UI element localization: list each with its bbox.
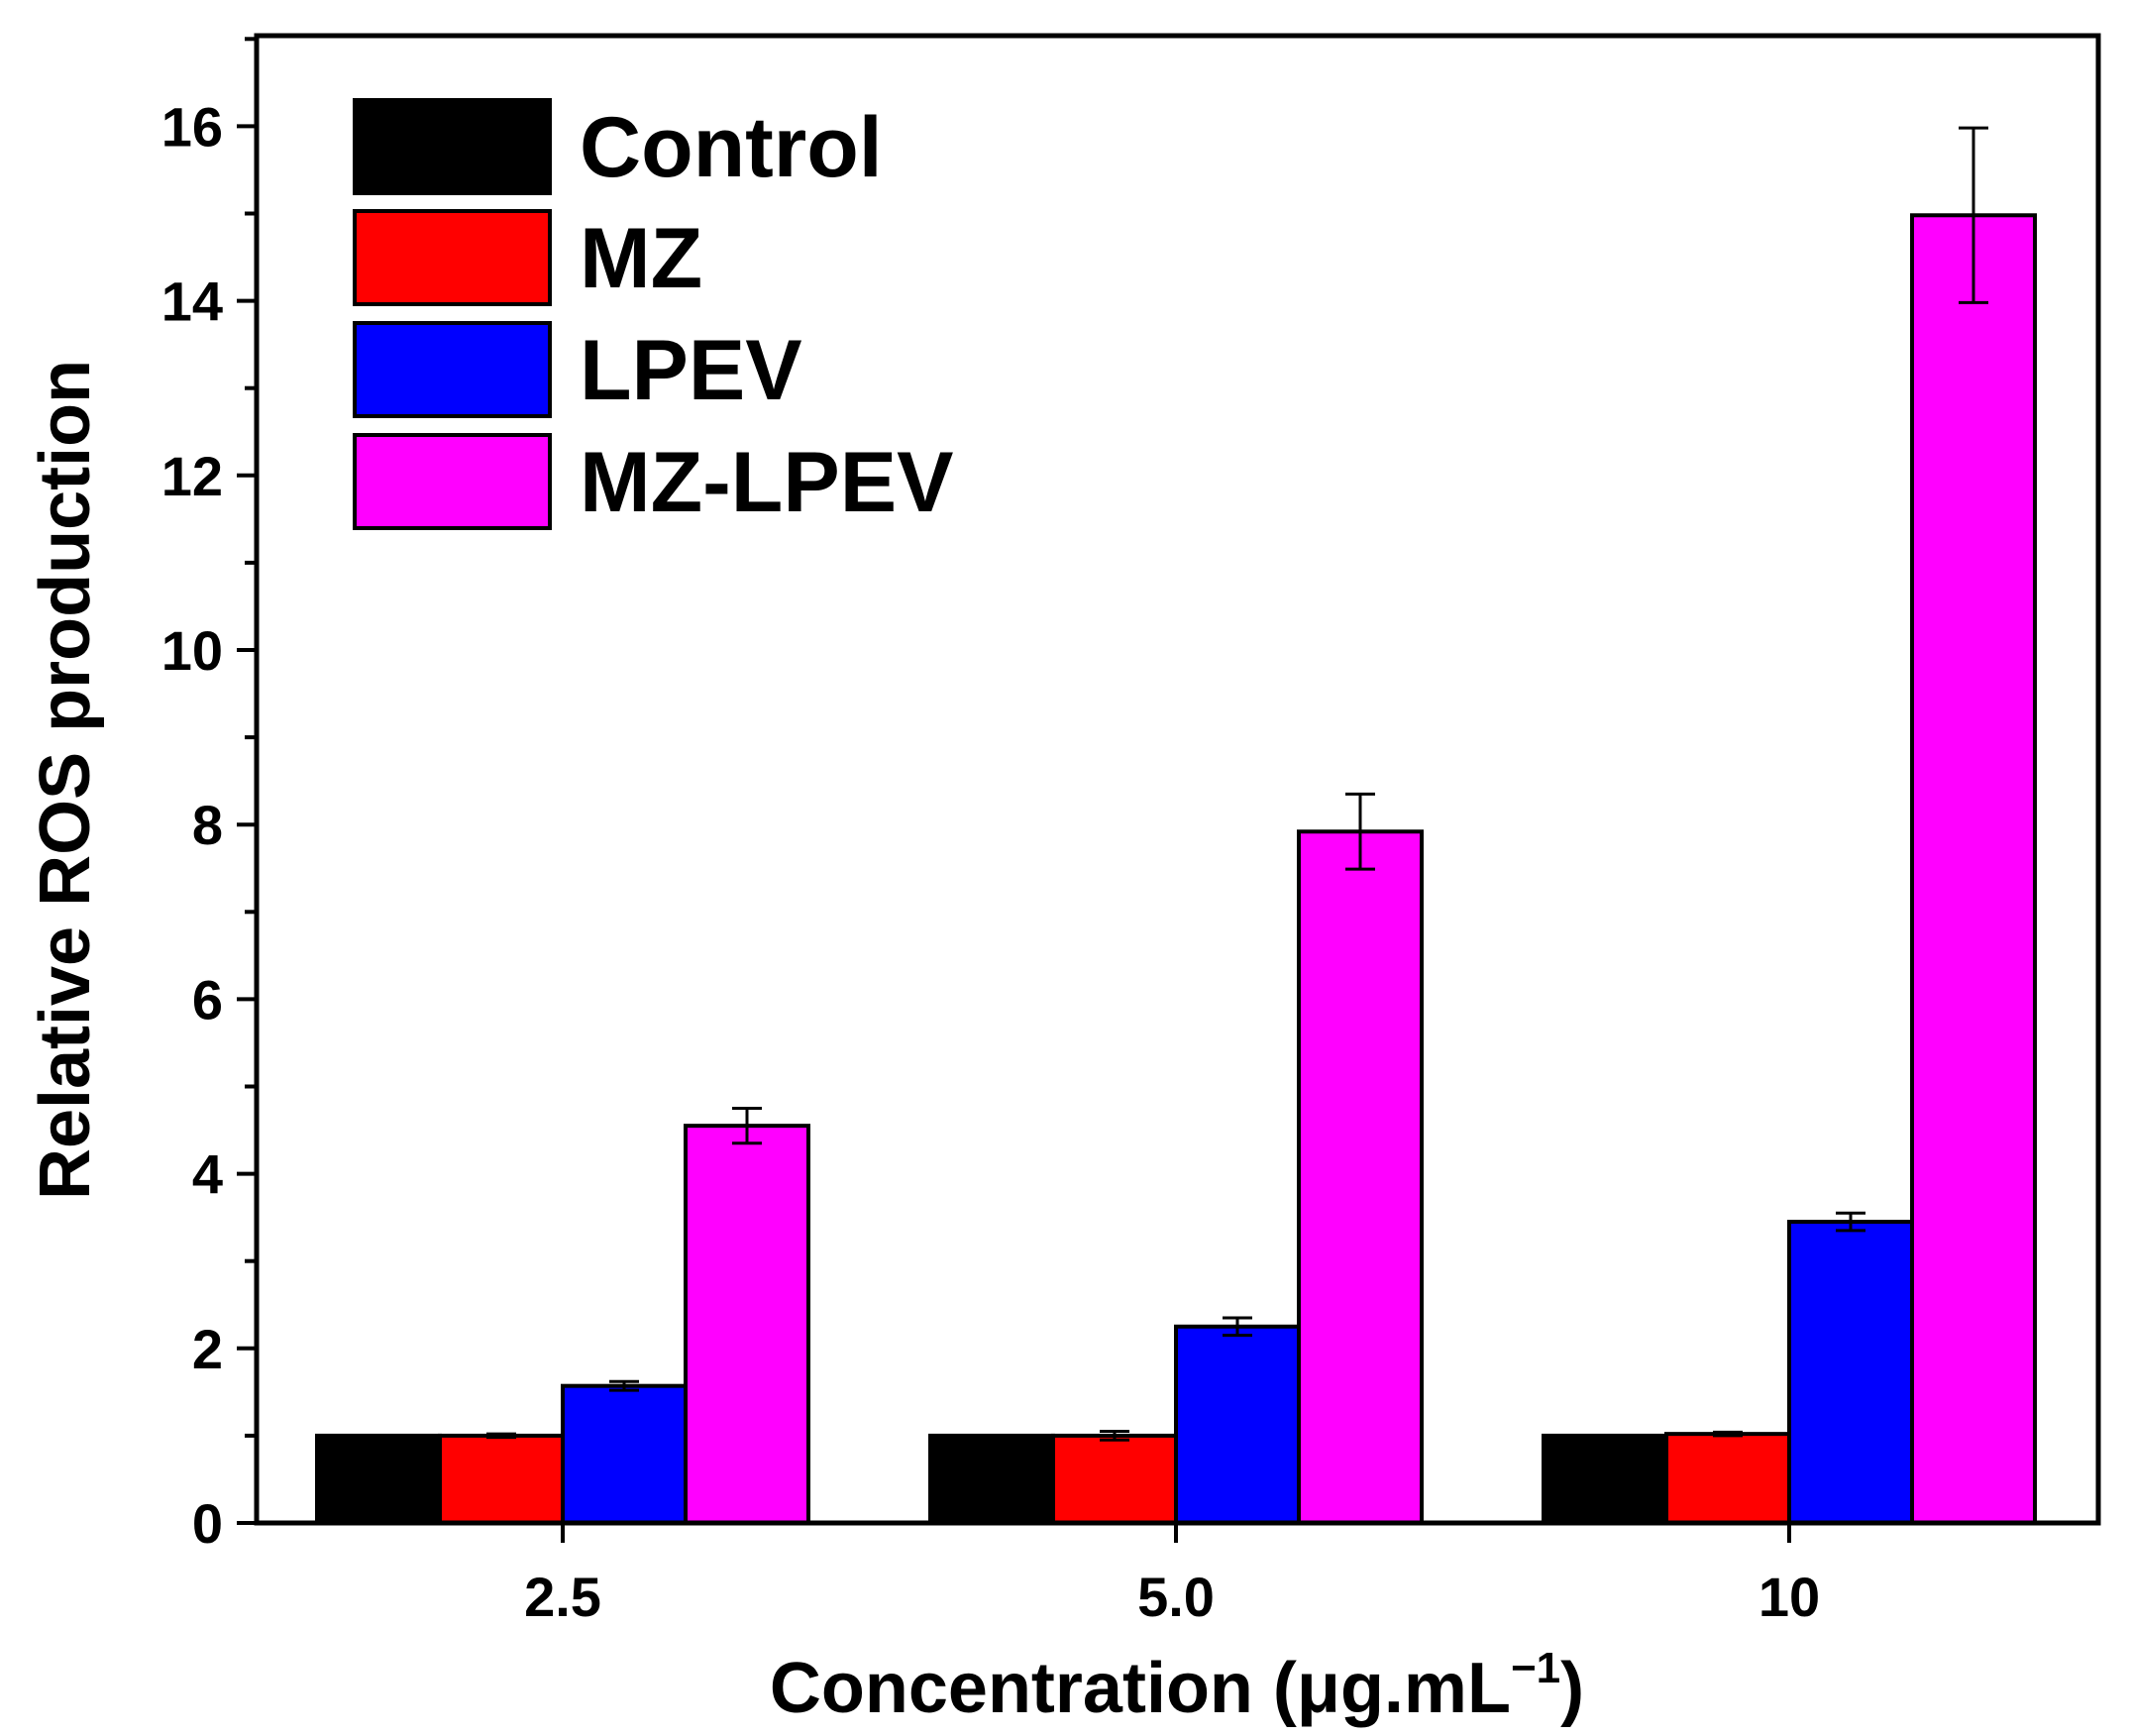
legend-item-control: Control [353,98,883,195]
error-bar-mz-1 [1100,1429,1129,1442]
y-axis: 0 2 4 6 8 10 12 14 16 [161,37,257,1555]
y-tick-label: 14 [161,271,223,333]
error-bar-mz-lpev-2 [1959,126,1988,304]
legend: Control MZ LPEV MZ-LPEV [353,98,953,530]
y-tick-label: 12 [161,445,223,507]
y-tick-label: 8 [192,794,223,856]
y-axis-title: Relative ROS production [26,360,105,1200]
legend-label-control: Control [580,100,883,195]
bar-lpev-1 [1174,1324,1301,1526]
y-tick-label: 6 [192,968,223,1031]
error-bar-mz-0 [486,1432,516,1440]
error-bar-mz-lpev-1 [1345,792,1375,871]
bar-mz-lpev-0 [684,1124,810,1526]
bar-mz-lpev-1 [1297,829,1424,1525]
legend-item-lpev: LPEV [353,321,802,418]
legend-item-mz-lpev: MZ-LPEV [353,433,953,530]
x-tick-label: 5.0 [1137,1566,1215,1628]
x-axis-title: Concentration (μg.mL−1) [770,1644,1584,1728]
error-bars-layer [486,126,1988,1442]
error-bar-mz-lpev-0 [732,1107,762,1145]
bar-mz-1 [1051,1433,1178,1526]
legend-swatch-mz-lpev [353,433,552,530]
y-tick-label: 0 [192,1492,223,1555]
legend-swatch-lpev [353,321,552,418]
x-tick-label: 2.5 [524,1566,601,1628]
error-bar-mz-2 [1713,1430,1743,1438]
error-bar-lpev-1 [1223,1316,1252,1338]
legend-swatch-control [353,98,552,195]
x-tick-label: 10 [1758,1566,1820,1628]
legend-item-mz: MZ [353,209,702,306]
legend-label-mz: MZ [580,211,702,306]
x-axis: 2.5 5.0 10 [524,1523,1820,1628]
y-tick-label: 10 [161,619,223,682]
error-bar-lpev-2 [1836,1211,1865,1233]
x-axis-title-close: ) [1560,1649,1584,1728]
bar-lpev-2 [1787,1220,1914,1526]
bar-mz-2 [1664,1432,1791,1525]
y-tick-label: 2 [192,1318,223,1380]
bar-lpev-0 [561,1383,688,1525]
legend-swatch-mz [353,209,552,306]
bar-control-2 [1542,1433,1668,1526]
legend-label-lpev: LPEV [580,323,802,418]
error-bar-lpev-0 [609,1379,639,1392]
bar-control-1 [928,1433,1055,1526]
bar-mz-lpev-2 [1910,213,2037,1526]
bar-control-0 [315,1433,442,1526]
x-axis-title-superscript: −1 [1511,1644,1560,1692]
bar-mz-0 [438,1433,565,1526]
y-tick-label: 4 [192,1143,223,1206]
y-tick-label: 16 [161,95,223,158]
bars-layer [315,213,2037,1526]
legend-label-mz-lpev: MZ-LPEV [580,435,953,530]
x-axis-title-main: Concentration (μg.mL [770,1649,1511,1728]
